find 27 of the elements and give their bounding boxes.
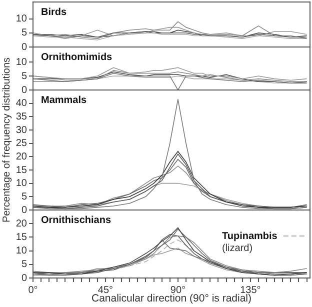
- text: Birds: [41, 6, 67, 18]
- x-tick-label: 0°: [28, 284, 38, 296]
- y-tick-label: 5: [21, 259, 28, 270]
- y-tick-label: 15: [16, 164, 28, 176]
- y-tick-label: 25: [16, 138, 28, 150]
- y-tick-label: 20: [16, 218, 28, 230]
- y-axis-title: Percentage of frequency distributions: [2, 57, 12, 223]
- y-tick-label: 10: [16, 14, 28, 25]
- y-tick-label: 40: [16, 98, 28, 110]
- y-tick-label: 10: [16, 246, 28, 257]
- legend-label: Tupinambis (lizard): [222, 230, 278, 254]
- text: Ornithischians: [41, 214, 112, 226]
- text: Ornithomimids: [41, 52, 113, 63]
- text: Mammals: [41, 94, 88, 106]
- y-tick-label: 5: [21, 70, 28, 82]
- y-tick-label: 0: [21, 272, 28, 284]
- y-tick-label: 5: [21, 28, 28, 39]
- y-tick-label: 10: [16, 178, 28, 190]
- y-tick-label: 0: [21, 84, 28, 96]
- y-tick-label: 0: [21, 42, 28, 53]
- y-tick-label: 35: [16, 111, 28, 122]
- y-tick-label: 20: [16, 151, 28, 162]
- y-tick-label: 15: [16, 232, 28, 243]
- y-tick-label: 10: [16, 56, 28, 68]
- y-tick-label: 30: [16, 124, 28, 136]
- y-tick-label: 0: [21, 204, 28, 216]
- y-tick-label: 5: [21, 191, 28, 202]
